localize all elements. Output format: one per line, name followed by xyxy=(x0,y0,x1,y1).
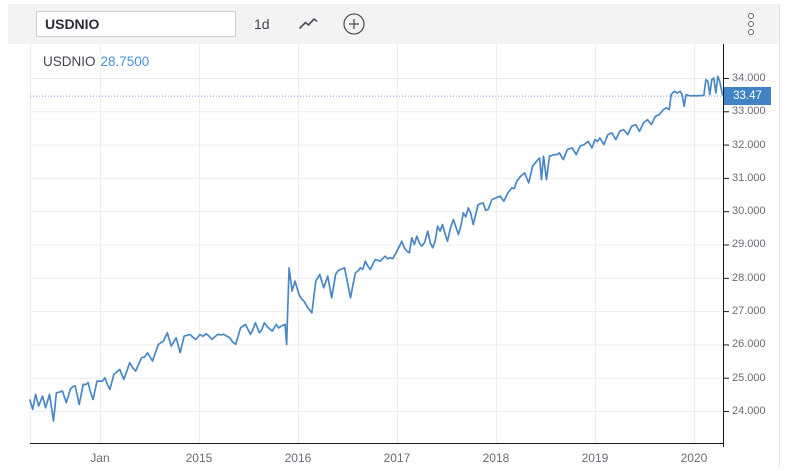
y-axis-label: 28.000 xyxy=(732,271,766,284)
legend-value: 28.7500 xyxy=(100,54,150,69)
symbol-input[interactable] xyxy=(36,11,236,37)
x-axis-label: Jan xyxy=(90,451,110,465)
y-axis-label: 32.000 xyxy=(732,138,766,151)
last-price-tag: 33.47 xyxy=(724,86,771,105)
y-axis-label: 27.000 xyxy=(732,305,766,318)
y-axis-label: 26.000 xyxy=(732,338,766,351)
interval-button[interactable]: 1d xyxy=(254,16,270,32)
toolbar: 1d xyxy=(8,4,779,44)
plus-circle-glyph xyxy=(342,13,365,35)
x-axis-label: 2015 xyxy=(185,451,213,465)
x-axis-label: 2017 xyxy=(383,451,411,465)
kebab-dot xyxy=(748,29,754,35)
kebab-dot xyxy=(748,13,754,19)
x-axis-label: 2019 xyxy=(581,451,609,465)
y-axis-label: 24.000 xyxy=(732,405,766,418)
y-axis-label: 29.000 xyxy=(732,238,766,251)
x-axis-label: 2018 xyxy=(482,451,510,465)
y-axis-label: 31.000 xyxy=(732,171,766,184)
y-axis-label: 34.000 xyxy=(732,71,766,84)
y-axis-label: 33.000 xyxy=(732,105,766,118)
x-axis-label: 2016 xyxy=(284,451,312,465)
legend: USDNIO 28.7500 xyxy=(40,54,153,69)
x-axis-label: 2020 xyxy=(680,451,708,465)
y-axis-label: 30.000 xyxy=(732,205,766,218)
chart-style-icon[interactable] xyxy=(296,12,320,36)
y-axis-label: 25.000 xyxy=(732,371,766,384)
kebab-dot xyxy=(748,21,754,27)
chart-area[interactable]: USDNIO 28.7500 33.47 24.000 25.000 26.000 27… xyxy=(8,44,779,467)
legend-symbol: USDNIO xyxy=(43,54,96,69)
line-chart-glyph xyxy=(298,18,317,29)
kebab-menu-icon[interactable] xyxy=(739,12,763,36)
compare-add-icon[interactable] xyxy=(342,12,366,36)
price-chart-canvas[interactable] xyxy=(8,44,779,467)
